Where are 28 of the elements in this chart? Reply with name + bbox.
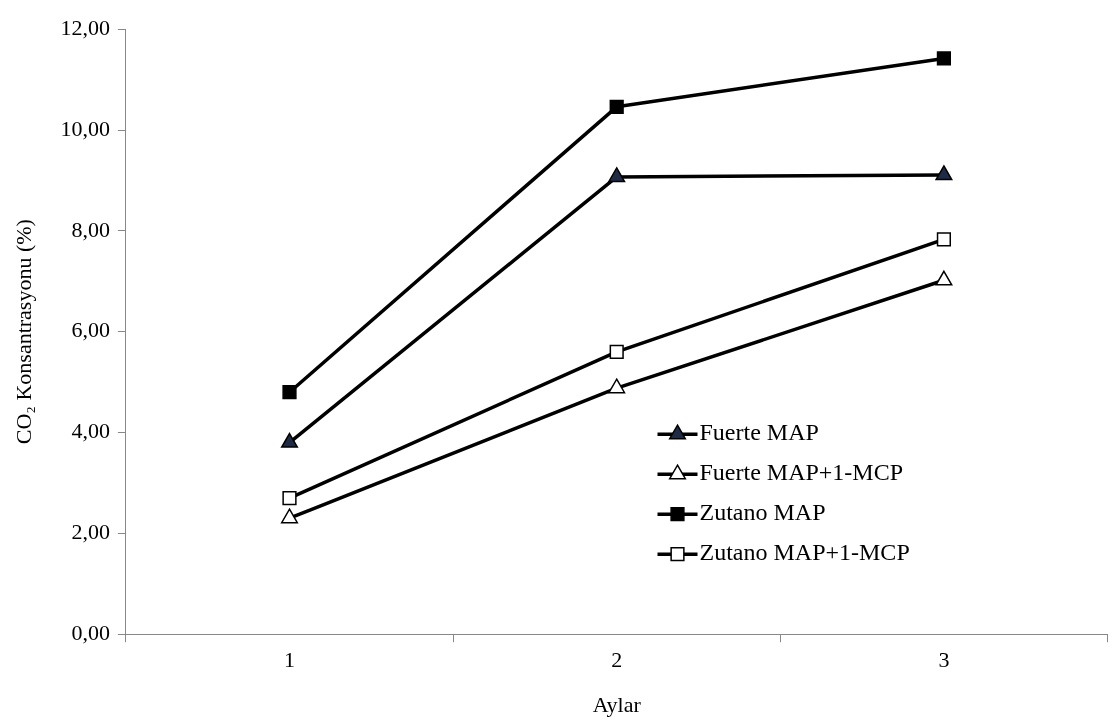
legend-label: Fuerte MAP (699, 419, 819, 446)
y-tick-label: 4,00 (71, 418, 110, 444)
point (609, 344, 624, 359)
legend-label: Fuerte MAP+1-MCP (699, 459, 904, 486)
y-tick-label: 12,00 (60, 14, 110, 40)
y-tick-label: 0,00 (71, 619, 110, 645)
x-tick-label: 2 (611, 647, 623, 673)
point (609, 99, 624, 114)
point (608, 378, 626, 394)
y-tick-label: 2,00 (71, 519, 110, 545)
x-tick-label: 3 (938, 647, 950, 673)
point (280, 508, 299, 524)
y-tick-label: 8,00 (71, 216, 110, 242)
point (282, 490, 297, 506)
point (936, 51, 952, 66)
y-tick-label: 6,00 (71, 317, 110, 343)
point (936, 232, 952, 247)
legend-label: Zutano MAP+1-MCP (699, 539, 910, 566)
point (935, 270, 953, 286)
x-tick-label: 1 (284, 647, 295, 673)
y-axis-title: CO₂ Konsantrasyonu (%) (10, 219, 36, 445)
point (608, 167, 626, 183)
point (280, 432, 299, 448)
y-tick-label: 10,00 (60, 115, 110, 141)
legend-label: Zutano MAP (699, 499, 826, 526)
point (935, 165, 953, 181)
point (282, 385, 297, 400)
x-axis-title: Aylar (592, 691, 642, 717)
